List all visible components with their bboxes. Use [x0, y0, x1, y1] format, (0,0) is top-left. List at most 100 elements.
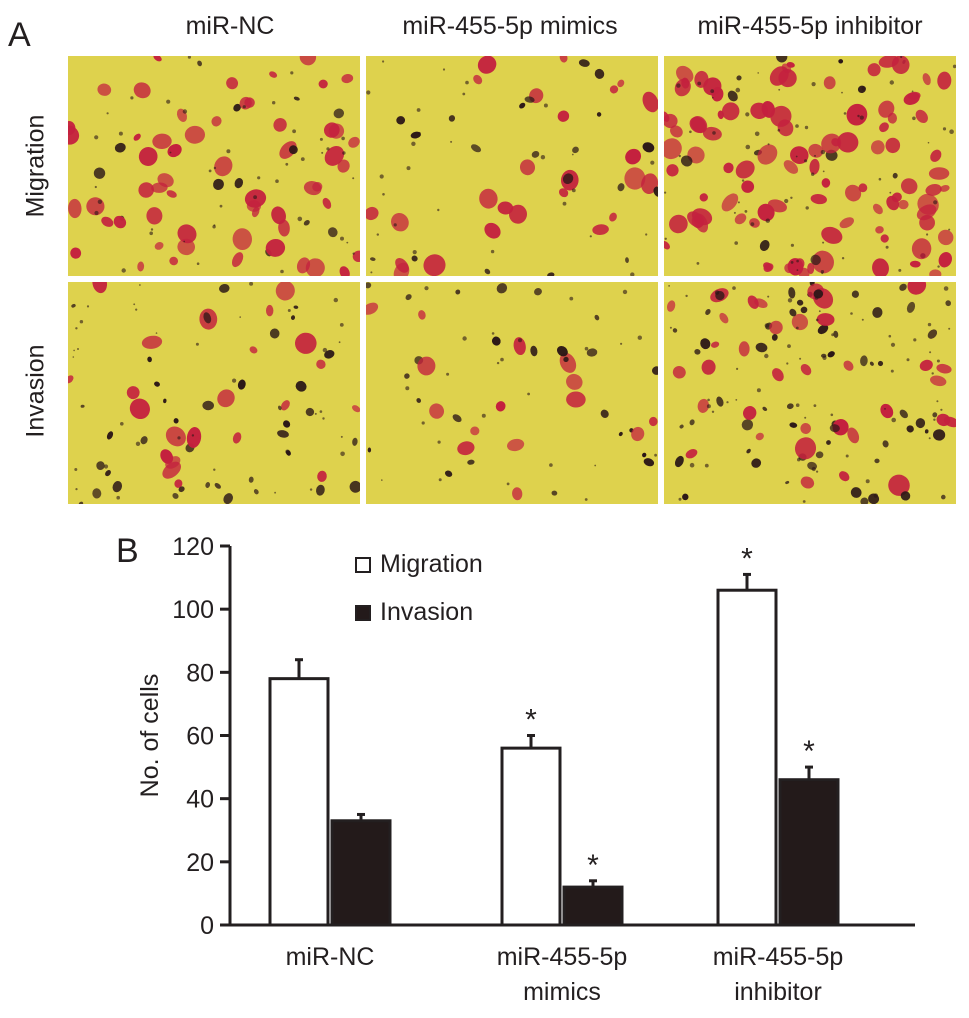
- stained-cell: [370, 257, 376, 261]
- stained-cell: [823, 76, 836, 90]
- stained-cell: [790, 146, 809, 164]
- stained-cell: [559, 352, 577, 373]
- stained-cell: [783, 160, 799, 174]
- stained-cell: [333, 108, 345, 119]
- stained-cell: [96, 461, 105, 470]
- membrane-pore: [736, 367, 739, 370]
- membrane-pore: [118, 131, 123, 136]
- stained-cell: [133, 133, 141, 141]
- membrane-pore: [74, 468, 78, 471]
- stained-cell: [751, 458, 762, 468]
- stained-cell: [664, 138, 682, 160]
- stained-cell: [945, 300, 952, 307]
- stained-cell: [106, 431, 114, 440]
- stained-cell: [717, 110, 724, 120]
- membrane-pore: [936, 359, 940, 363]
- stained-cell: [495, 401, 506, 412]
- stained-cell: [114, 142, 126, 153]
- membrane-pore: [106, 112, 109, 115]
- stained-cell: [177, 224, 197, 244]
- membrane-pore: [326, 147, 330, 151]
- membrane-pore: [900, 56, 903, 59]
- stained-cell: [833, 330, 839, 338]
- micrograph-texture: [366, 282, 658, 501]
- stained-cell: [816, 313, 835, 326]
- stained-cell: [900, 178, 918, 195]
- bar-chart: B 0 20 40 60 80 100 120 No. of cells * * * * miR-NC m…: [116, 532, 915, 1006]
- membrane-pore: [890, 369, 894, 373]
- stained-cell: [685, 449, 698, 459]
- micrograph-invasion-inhibitor: [664, 282, 956, 504]
- stained-cell: [348, 136, 360, 148]
- y-tick-label: 0: [200, 912, 214, 940]
- stained-cell: [417, 356, 436, 376]
- stained-cell: [277, 430, 289, 438]
- stained-cell: [269, 328, 280, 339]
- stained-cell: [324, 350, 335, 359]
- stained-cell: [652, 366, 658, 375]
- stained-cell: [280, 400, 290, 411]
- stained-cell: [246, 200, 261, 212]
- stained-cell: [925, 183, 942, 196]
- stained-cell: [666, 300, 676, 312]
- membrane-pore: [97, 199, 103, 204]
- membrane-pore: [750, 222, 755, 227]
- stained-cell: [470, 144, 482, 153]
- stained-cell: [907, 282, 927, 295]
- membrane-pore: [906, 358, 910, 362]
- x-category-label: miR-NC: [286, 943, 375, 971]
- stained-cell: [202, 400, 214, 411]
- stained-cell: [609, 85, 619, 94]
- stained-cell: [226, 77, 239, 90]
- stained-cell: [219, 283, 230, 293]
- membrane-pore: [745, 112, 750, 117]
- stained-cell: [810, 254, 821, 266]
- stained-cell: [367, 447, 372, 453]
- stained-cell: [755, 432, 764, 441]
- membrane-pore: [300, 157, 305, 161]
- membrane-pore: [888, 334, 892, 338]
- stained-cell: [750, 102, 769, 119]
- membrane-pore: [697, 81, 702, 86]
- stained-cell: [694, 213, 709, 233]
- membrane-pore: [787, 298, 793, 303]
- stained-cell: [141, 335, 163, 349]
- membrane-pore: [861, 318, 864, 321]
- significance-asterisk: *: [525, 704, 537, 737]
- membrane-pore: [319, 410, 323, 413]
- membrane-pore: [764, 323, 770, 328]
- stained-cell: [177, 238, 195, 256]
- membrane-pore: [890, 342, 896, 347]
- membrane-pore: [86, 305, 90, 308]
- stained-cell: [755, 342, 768, 353]
- membrane-pore: [321, 151, 324, 154]
- stained-cell: [642, 142, 655, 153]
- membrane-pore: [744, 210, 748, 213]
- membrane-pore: [676, 83, 681, 88]
- membrane-pore: [850, 312, 853, 315]
- stained-cell: [915, 418, 926, 429]
- stained-cell: [288, 145, 298, 155]
- membrane-pore: [820, 270, 825, 274]
- stained-cell: [924, 429, 929, 434]
- stained-cell: [815, 451, 824, 459]
- membrane-pore: [804, 416, 807, 419]
- stained-cell: [885, 137, 901, 154]
- membrane-pore: [704, 463, 709, 468]
- stained-cell: [800, 363, 812, 376]
- membrane-pore: [804, 125, 809, 130]
- stained-cell: [484, 268, 491, 275]
- membrane-pore: [79, 320, 84, 324]
- stained-cell: [566, 373, 583, 390]
- membrane-pore: [737, 201, 740, 204]
- stained-cell: [911, 238, 932, 260]
- stained-cell: [929, 269, 942, 276]
- membrane-pore: [884, 408, 886, 410]
- membrane-pore: [650, 160, 655, 165]
- stained-cell: [680, 155, 693, 167]
- stained-cell: [93, 167, 106, 179]
- membrane-pore: [816, 470, 819, 473]
- membrane-pore: [937, 265, 940, 268]
- membrane-pore: [75, 488, 78, 491]
- stained-cell: [930, 149, 942, 162]
